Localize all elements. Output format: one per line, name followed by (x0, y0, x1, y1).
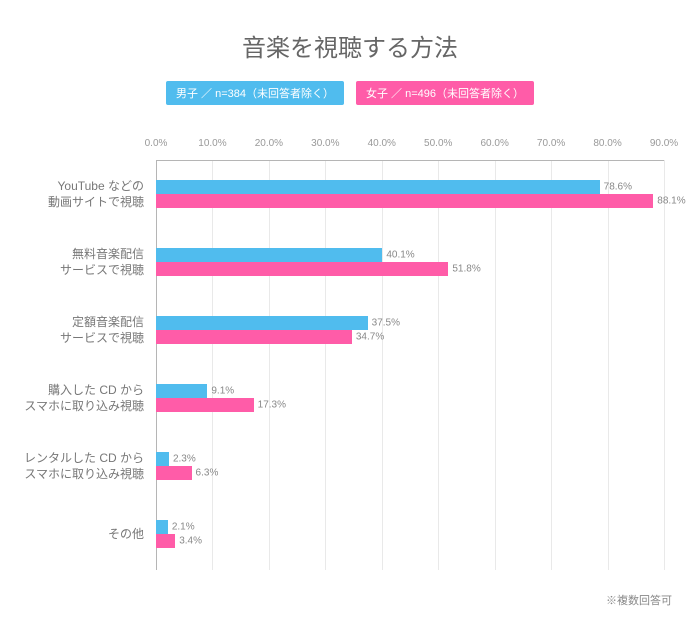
x-tick-label: 0.0% (145, 138, 168, 149)
x-tick-label: 50.0% (424, 138, 452, 149)
bar-value-label: 37.5% (372, 318, 400, 329)
category-label: レンタルした CD からスマホに取り込み視聴 (24, 450, 144, 482)
bar-value-label: 6.3% (196, 468, 219, 479)
bar-value-label: 2.1% (172, 522, 195, 533)
gridline (664, 160, 665, 570)
bar-male (156, 384, 207, 398)
bar-value-label: 17.3% (258, 400, 286, 411)
category-label: 定額音楽配信サービスで視聴 (60, 314, 144, 346)
bar-male (156, 248, 382, 262)
legend: 男子 ／ n=384（未回答者除く） 女子 ／ n=496（未回答者除く） (0, 81, 700, 105)
category-group: 購入した CD からスマホに取り込み視聴9.1%17.3% (156, 364, 664, 432)
bar-female (156, 330, 352, 344)
plot: 0.0%10.0%20.0%30.0%40.0%50.0%60.0%70.0%8… (156, 160, 664, 570)
category-group: レンタルした CD からスマホに取り込み視聴2.3%6.3% (156, 432, 664, 500)
x-tick-label: 30.0% (311, 138, 339, 149)
bar-value-label: 34.7% (356, 332, 384, 343)
category-label: その他 (108, 526, 144, 542)
x-tick-label: 70.0% (537, 138, 565, 149)
x-tick-label: 60.0% (480, 138, 508, 149)
bar-value-label: 40.1% (386, 250, 414, 261)
legend-item-1: 女子 ／ n=496（未回答者除く） (356, 81, 534, 105)
category-group: 無料音楽配信サービスで視聴40.1%51.8% (156, 228, 664, 296)
x-tick-label: 20.0% (255, 138, 283, 149)
bar-value-label: 9.1% (211, 386, 234, 397)
footnote: ※複数回答可 (606, 592, 672, 608)
x-tick-label: 90.0% (650, 138, 678, 149)
category-group: 定額音楽配信サービスで視聴37.5%34.7% (156, 296, 664, 364)
bar-male (156, 180, 600, 194)
bar-value-label: 88.1% (657, 196, 685, 207)
category-label: 無料音楽配信サービスで視聴 (60, 246, 144, 278)
bar-value-label: 51.8% (452, 264, 480, 275)
legend-item-0: 男子 ／ n=384（未回答者除く） (166, 81, 344, 105)
category-group: その他2.1%3.4% (156, 500, 664, 568)
x-tick-label: 10.0% (198, 138, 226, 149)
bar-male (156, 452, 169, 466)
chart-title: 音楽を視聴する方法 (0, 28, 700, 63)
bar-value-label: 3.4% (179, 536, 202, 547)
bar-male (156, 520, 168, 534)
bar-female (156, 466, 192, 480)
category-group: YouTube などの動画サイトで視聴78.6%88.1% (156, 160, 664, 228)
bar-female (156, 398, 254, 412)
bar-value-label: 78.6% (604, 182, 632, 193)
chart-area: 0.0%10.0%20.0%30.0%40.0%50.0%60.0%70.0%8… (156, 160, 664, 570)
bar-value-label: 2.3% (173, 454, 196, 465)
category-label: YouTube などの動画サイトで視聴 (48, 178, 144, 210)
bar-female (156, 262, 448, 276)
category-label: 購入した CD からスマホに取り込み視聴 (24, 382, 144, 414)
bar-female (156, 194, 653, 208)
bar-female (156, 534, 175, 548)
x-tick-label: 40.0% (368, 138, 396, 149)
bar-male (156, 316, 368, 330)
x-tick-label: 80.0% (593, 138, 621, 149)
